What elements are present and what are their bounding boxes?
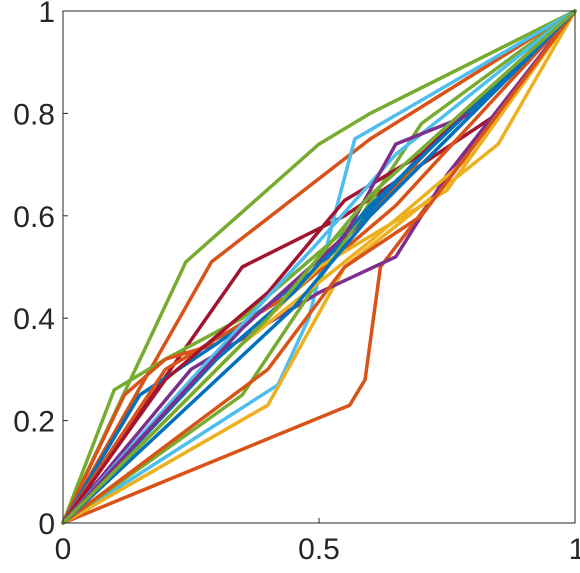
y-tick-label: 0.2 [13,406,55,439]
series-line-19 [61,9,577,525]
series-line-15 [61,9,577,525]
y-tick-label: 0.8 [13,98,55,131]
x-tick-label: 0.5 [298,533,340,566]
series-line-20 [61,9,577,525]
y-tick-label: 0 [38,508,55,541]
series-line-9 [61,9,577,525]
series-line-21 [61,9,577,525]
x-tick-label: 1 [569,533,580,566]
tick-layer: 0 0.5 1 0 0.2 0.4 0.6 0.8 1 [13,0,580,566]
x-tick-label: 0 [55,533,72,566]
series-line-13 [61,9,577,525]
series-layer [61,9,577,525]
y-tick-label: 0.6 [13,201,55,234]
y-tick-label: 1 [38,0,55,29]
series-line-2 [61,9,577,525]
series-line-3 [61,9,577,525]
y-tick-label: 0.4 [13,303,55,336]
